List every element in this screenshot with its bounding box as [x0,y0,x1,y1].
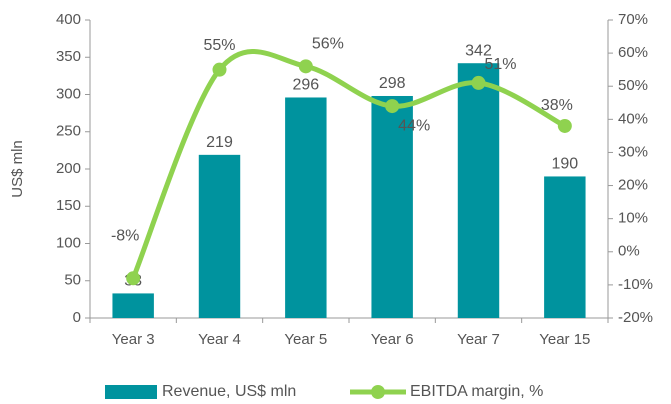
y-tick-label: 200 [56,160,81,177]
line [130,49,568,281]
line-marker [471,75,486,90]
bar-value-label: 190 [551,156,578,173]
x-tick-label: Year 4 [198,331,241,348]
line-value-label: -8% [111,227,139,244]
bar-value-label: 296 [292,77,319,94]
bar-value-label: 342 [465,42,492,59]
y2-tick-label: 60% [618,44,648,61]
y-axis-label: US$ mln [9,140,26,198]
bar [112,293,154,318]
y2-tick-label: 40% [618,110,648,127]
y-tick-label: 400 [56,11,81,28]
y-tick-label: 350 [56,48,81,65]
x-tick-label: Year 5 [284,331,327,348]
y2-tick-label: 0% [618,243,640,260]
legend-marker [371,385,385,399]
line-marker [557,118,572,133]
bar [544,176,586,318]
y2-tick-label: 10% [618,210,648,227]
x-tick-label: Year 15 [539,331,590,348]
line-marker [212,62,227,77]
line-value-label: 51% [484,56,516,73]
y-tick-label: 300 [56,85,81,102]
x-tick-label: Year 7 [457,331,500,348]
legend-label: EBITDA margin, % [410,383,543,400]
line-value-label: 44% [398,117,430,134]
y2-tick-label: 70% [618,11,648,28]
y-tick-label: 150 [56,197,81,214]
y2-tick-label: -20% [618,309,653,326]
legend-swatch [105,385,157,399]
y-tick-label: 0 [73,309,81,326]
y2-tick-label: -10% [618,276,653,293]
bar [198,154,241,318]
y-tick-label: 100 [56,234,81,251]
y-tick-label: 250 [56,123,81,140]
bar-value-label: 298 [379,75,406,92]
bar [371,95,413,319]
y-tick-label: 50 [64,272,81,289]
x-tick-label: Year 6 [371,331,414,348]
line-marker [126,271,141,286]
y2-tick-label: 20% [618,177,648,194]
bar [457,63,500,319]
line-value-label: 55% [203,37,235,54]
line-value-label: 38% [541,97,573,114]
x-tick-label: Year 3 [112,331,155,348]
bar [285,97,327,318]
y2-tick-label: 30% [618,143,648,160]
line-marker [385,99,400,114]
bar-value-label: 219 [206,134,233,151]
legend-label: Revenue, US$ mln [162,383,296,400]
line-marker [298,59,313,74]
line-value-label: 56% [312,36,344,53]
y2-tick-label: 50% [618,77,648,94]
